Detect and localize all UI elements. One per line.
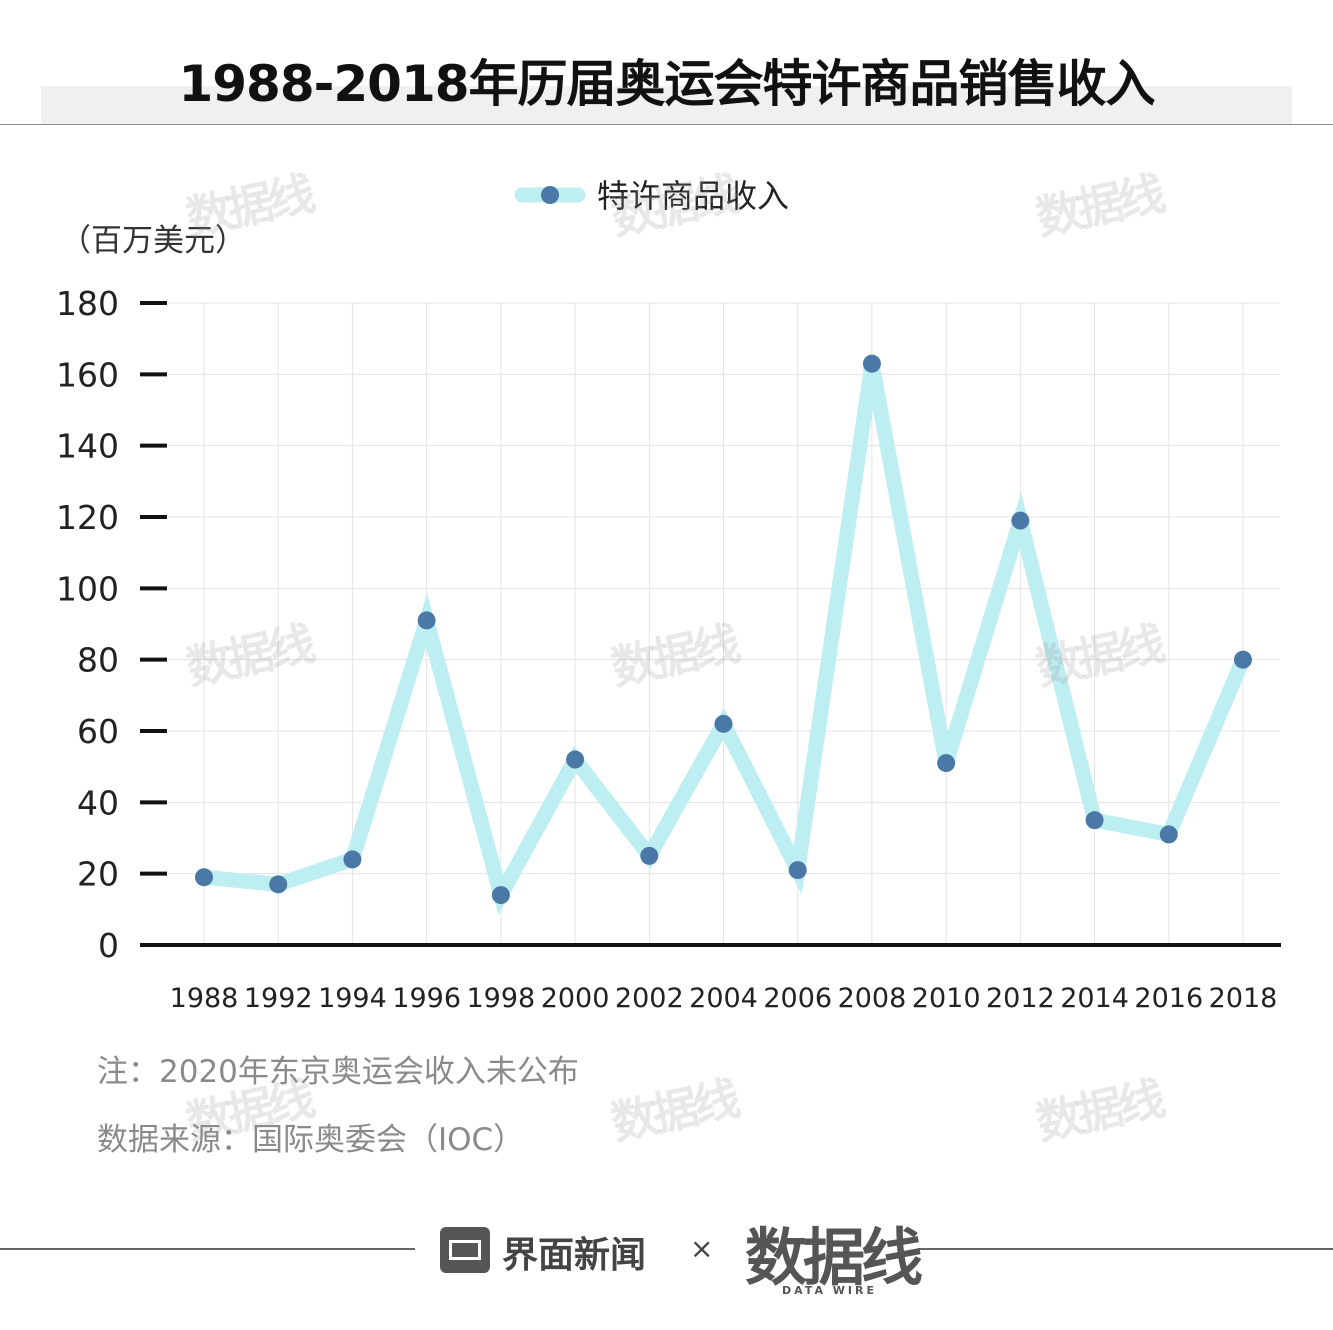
x-tick-label: 2008 xyxy=(838,983,907,1014)
data-point xyxy=(269,875,288,894)
data-point xyxy=(417,611,436,630)
legend: 特许商品收入 xyxy=(514,177,789,215)
y-axis: 0 20 40 60 80 100 120 140 160 180 xyxy=(56,284,167,965)
y-unit-label: （百万美元） xyxy=(60,223,246,259)
data-point xyxy=(937,754,956,773)
x-tick-label: 1996 xyxy=(392,983,461,1014)
y-tick-label: 100 xyxy=(56,569,119,608)
brand-jiemian: 界面新闻 xyxy=(502,1235,647,1276)
x-tick-label: 2016 xyxy=(1134,983,1203,1014)
data-point xyxy=(195,868,213,887)
x-tick-label: 1988 xyxy=(170,983,239,1014)
y-tick-label: 120 xyxy=(56,498,119,537)
y-tick-label: 0 xyxy=(98,926,119,965)
x-tick-label: 1994 xyxy=(318,983,387,1014)
data-point xyxy=(788,861,807,880)
x-tick-label: 2000 xyxy=(541,983,610,1014)
data-point xyxy=(640,846,659,865)
chart-title: 1988-2018年历届奥运会特许商品销售收入 xyxy=(178,55,1155,113)
footer-line-left xyxy=(0,1248,415,1250)
footer-line-right xyxy=(918,1248,1333,1250)
y-tick-label: 60 xyxy=(77,712,119,751)
legend-label: 特许商品收入 xyxy=(597,177,789,215)
times-sign: × xyxy=(690,1232,714,1265)
x-tick-label: 2004 xyxy=(689,983,758,1014)
data-point xyxy=(1011,511,1030,530)
y-tick-label: 40 xyxy=(77,783,119,822)
data-point xyxy=(566,750,585,769)
note-text: 注：2020年东京奥运会收入未公布 xyxy=(97,1054,579,1090)
data-point xyxy=(1159,825,1178,844)
source-text: 数据来源：国际奥委会（IOC） xyxy=(97,1122,525,1158)
x-tick-label: 2014 xyxy=(1060,983,1129,1014)
x-tick-label: 2006 xyxy=(763,983,832,1014)
brand-datawire-logo: 数据线 xyxy=(745,1221,923,1294)
title-band xyxy=(41,86,1292,124)
data-point xyxy=(714,714,733,733)
y-tick-label: 160 xyxy=(56,355,119,394)
y-tick-label: 80 xyxy=(77,641,119,680)
x-tick-label: 1998 xyxy=(466,983,535,1014)
data-point xyxy=(862,354,881,373)
series-layer xyxy=(195,354,1252,916)
x-tick-label: 2010 xyxy=(912,983,981,1014)
x-tick-label: 1992 xyxy=(244,983,313,1014)
y-tick-label: 180 xyxy=(56,284,119,323)
y-tick-label: 20 xyxy=(77,855,119,894)
data-point xyxy=(491,886,510,905)
data-point xyxy=(1234,650,1252,669)
data-point xyxy=(343,850,362,869)
y-tick-label: 140 xyxy=(56,427,119,466)
x-tick-label: 2002 xyxy=(615,983,684,1014)
legend-marker xyxy=(541,186,559,204)
x-tick-label: 2018 xyxy=(1209,983,1278,1014)
jiemian-logo-icon xyxy=(440,1227,490,1273)
x-axis: 1988 1992 1994 1996 1998 2000 2002 2004 2006 2008… xyxy=(140,943,1281,1014)
brand-datawire-sub: DATA WIRE xyxy=(782,1284,877,1297)
data-point xyxy=(1085,811,1104,830)
title-divider xyxy=(0,124,1333,125)
x-tick-label: 2012 xyxy=(986,983,1055,1014)
